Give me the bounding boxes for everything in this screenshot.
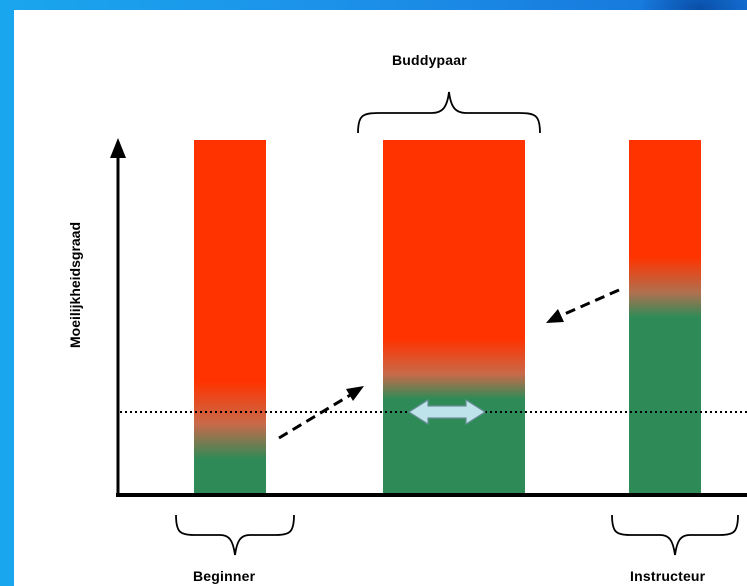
beginner-bar xyxy=(194,140,266,495)
instructor-bar xyxy=(629,140,701,495)
beginner-label: Beginner xyxy=(193,568,256,584)
beginner-brace xyxy=(175,514,295,556)
instructor-label: Instructeur xyxy=(630,568,706,584)
y-axis-label: Moeilijkheidsgraad xyxy=(67,221,83,349)
double-arrow-icon xyxy=(407,398,487,426)
y-axis-arrowhead xyxy=(110,138,126,158)
dashed-arrow-down-icon xyxy=(546,288,620,323)
instructor-brace xyxy=(611,514,739,556)
dashed-arrow-up-icon xyxy=(278,386,364,440)
slide-panel xyxy=(14,10,747,586)
buddy-pair-bar xyxy=(383,140,525,495)
buddy-pair-brace xyxy=(357,91,541,134)
buddy-pair-label: Buddypaar xyxy=(392,52,467,68)
